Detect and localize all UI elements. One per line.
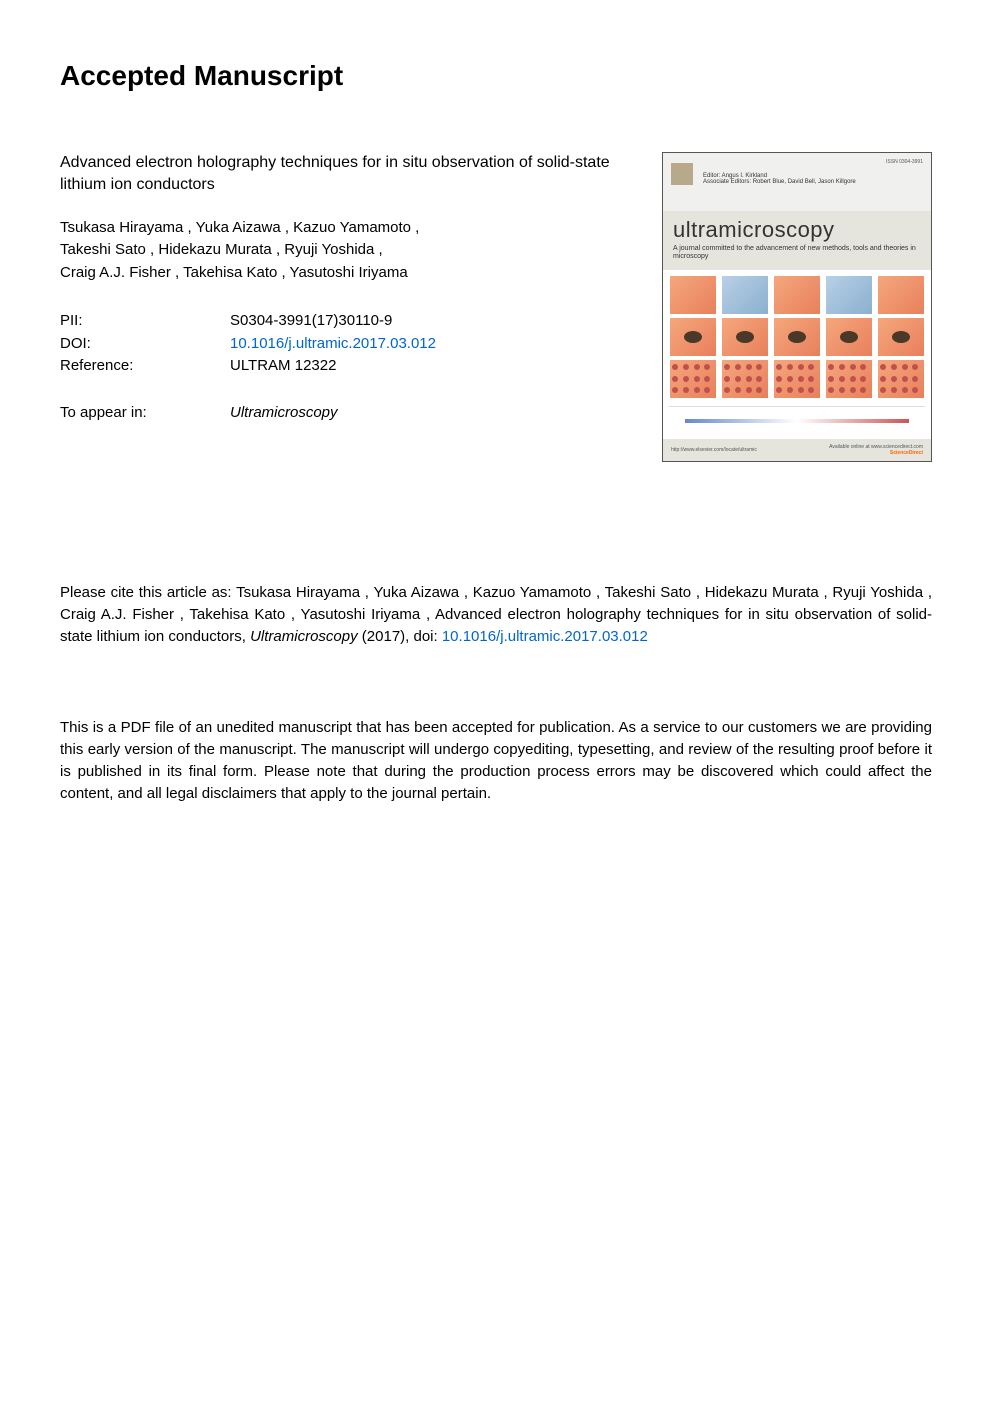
metadata-row-doi: DOI: 10.1016/j.ultramic.2017.03.012 (60, 333, 620, 356)
cover-subtitle: A journal committed to the advancement o… (673, 245, 921, 262)
cover-thumb (774, 360, 820, 398)
article-title: Advanced electron holography techniques … (60, 152, 620, 197)
page-title: Accepted Manuscript (60, 60, 932, 92)
cover-header: Editor: Angus I. Kirkland Associate Edit… (663, 153, 931, 211)
cover-issn: ISSN 0304-3991 (886, 159, 923, 165)
cover-thumb (722, 318, 768, 356)
cover-title-band: ultramicroscopy A journal committed to t… (663, 211, 931, 270)
cover-thumb (826, 276, 872, 314)
cover-assoc-line: Associate Editors: Robert Blue, David Be… (703, 179, 856, 185)
pii-value: S0304-3991(17)30110-9 (230, 310, 620, 333)
cover-thumb (774, 276, 820, 314)
citation-journal: Ultramicroscopy (250, 628, 358, 645)
citation-paragraph: Please cite this article as: Tsukasa Hir… (60, 582, 932, 647)
cover-editor-info: Editor: Angus I. Kirkland Associate Edit… (703, 173, 856, 185)
cover-thumb (722, 276, 768, 314)
cover-thumb (878, 276, 924, 314)
author-list: Tsukasa Hirayama , Yuka Aizawa , Kazuo Y… (60, 217, 620, 285)
doi-link[interactable]: 10.1016/j.ultramic.2017.03.012 (230, 333, 620, 356)
pii-label: PII: (60, 310, 230, 333)
citation-doi-link[interactable]: 10.1016/j.ultramic.2017.03.012 (442, 628, 648, 645)
cover-graph-area (669, 406, 925, 436)
metadata-row-pii: PII: S0304-3991(17)30110-9 (60, 310, 620, 333)
citation-year: (2017), doi: (358, 628, 442, 645)
metadata-row-reference: Reference: ULTRAM 12322 (60, 355, 620, 378)
doi-label: DOI: (60, 333, 230, 356)
cover-image-area (663, 270, 931, 450)
cover-thumb (670, 318, 716, 356)
cover-thumb (774, 318, 820, 356)
left-column: Advanced electron holography techniques … (60, 152, 620, 421)
sciencedirect-label: ScienceDirect (829, 450, 923, 456)
cover-thumb-row-1 (669, 276, 925, 314)
cover-thumb (878, 360, 924, 398)
appear-in-label: To appear in: (60, 404, 230, 421)
cover-thumb-row-2 (669, 318, 925, 356)
reference-value: ULTRAM 12322 (230, 355, 620, 378)
appear-in-row: To appear in: Ultramicroscopy (60, 404, 620, 421)
cover-gradient-bar (685, 419, 908, 423)
metadata-table: PII: S0304-3991(17)30110-9 DOI: 10.1016/… (60, 310, 620, 378)
cover-thumb-row-3 (669, 360, 925, 398)
cover-thumb (826, 360, 872, 398)
cover-thumb (670, 360, 716, 398)
reference-label: Reference: (60, 355, 230, 378)
disclaimer-paragraph: This is a PDF file of an unedited manusc… (60, 717, 932, 804)
cover-thumb (878, 318, 924, 356)
header-section: Advanced electron holography techniques … (60, 152, 932, 462)
journal-cover-thumbnail: Editor: Angus I. Kirkland Associate Edit… (662, 152, 932, 462)
elsevier-logo-icon (671, 163, 693, 185)
cover-footer-right: Available online at www.sciencedirect.co… (829, 444, 923, 456)
cover-journal-title: ultramicroscopy (673, 217, 921, 243)
cover-url: http://www.elsevier.com/locate/ultramic (671, 447, 757, 453)
cover-footer: http://www.elsevier.com/locate/ultramic … (663, 439, 931, 461)
appear-in-value: Ultramicroscopy (230, 404, 338, 421)
cover-thumb (826, 318, 872, 356)
cover-thumb (722, 360, 768, 398)
cover-thumb (670, 276, 716, 314)
